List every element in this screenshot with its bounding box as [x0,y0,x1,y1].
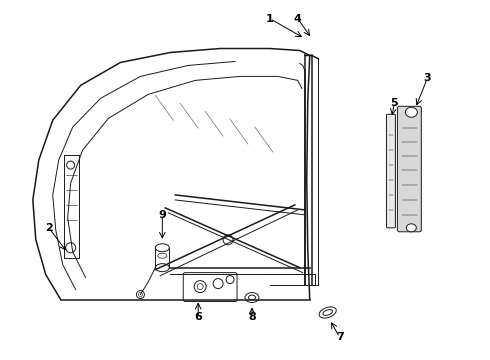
Circle shape [67,161,74,169]
Ellipse shape [155,264,169,272]
Text: 6: 6 [194,312,202,323]
Ellipse shape [245,293,259,302]
Circle shape [213,279,223,289]
Circle shape [136,291,145,298]
Ellipse shape [158,253,167,258]
Circle shape [194,280,206,293]
Circle shape [223,235,233,245]
Ellipse shape [248,295,255,300]
Ellipse shape [319,307,336,318]
Ellipse shape [155,244,169,252]
Circle shape [226,276,234,284]
Ellipse shape [323,310,332,315]
Text: 9: 9 [158,210,166,220]
Text: 4: 4 [294,14,302,24]
Text: 5: 5 [391,98,398,108]
FancyBboxPatch shape [387,114,395,228]
Text: 1: 1 [266,14,274,24]
Circle shape [66,243,75,253]
Circle shape [197,284,203,289]
FancyBboxPatch shape [183,273,237,302]
Circle shape [138,293,143,297]
Text: 8: 8 [248,312,256,323]
Ellipse shape [406,224,416,232]
FancyBboxPatch shape [397,106,421,232]
Text: 7: 7 [336,332,343,342]
Text: 3: 3 [423,73,431,84]
Text: 2: 2 [45,223,52,233]
Ellipse shape [405,107,417,117]
